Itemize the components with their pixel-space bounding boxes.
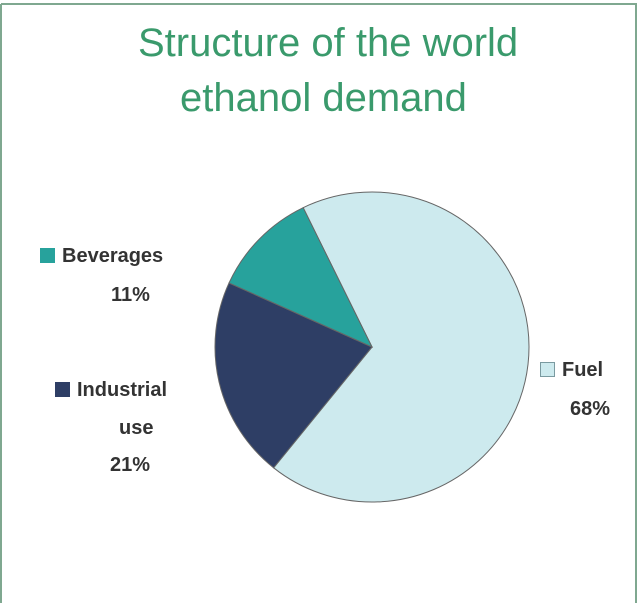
industrial-name-line-1: Industrial xyxy=(77,379,168,401)
fuel-name: Fuel xyxy=(562,359,604,381)
slice-beverages xyxy=(228,207,374,349)
chart-title-line-1: Structure of the world xyxy=(138,21,519,65)
industrial-swatch-icon xyxy=(55,382,70,397)
beverages-name: Beverages xyxy=(62,245,164,267)
chart-title-line-2: ethanol demand xyxy=(180,76,467,120)
slice-industrial-use xyxy=(214,282,373,469)
industrial-percent: 21% xyxy=(110,454,151,476)
legend-label-beverages: Beverages xyxy=(40,246,163,266)
beverages-swatch-icon xyxy=(40,248,55,263)
fuel-swatch-icon xyxy=(540,362,555,377)
fuel-percent: 68% xyxy=(570,398,611,420)
slice-fuel xyxy=(272,191,530,503)
legend-label-fuel: Fuel xyxy=(540,360,603,380)
industrial-name-line-2: use xyxy=(119,417,154,439)
beverages-percent: 11% xyxy=(111,284,150,306)
legend-label-industrial: Industrial xyxy=(55,380,167,400)
